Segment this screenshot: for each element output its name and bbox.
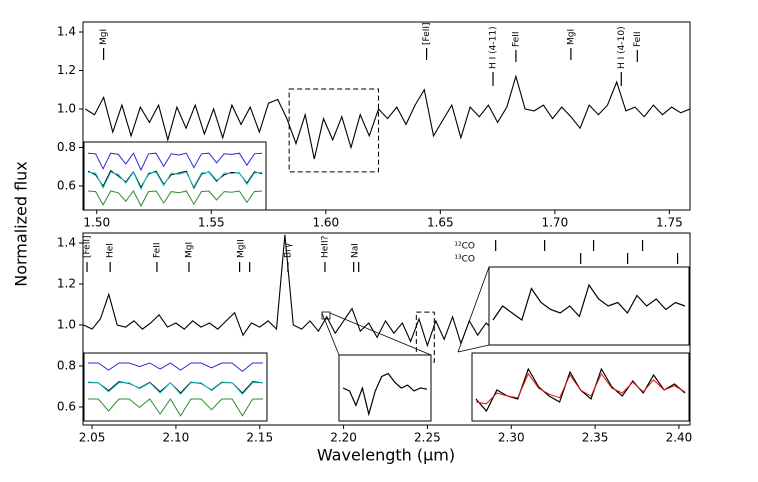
- y-tick-label: 1.0: [57, 318, 76, 332]
- inset-spectrum: [87, 171, 263, 191]
- connector: [457, 344, 490, 353]
- connectors: [321, 266, 490, 362]
- inset-spectrum: [88, 398, 263, 417]
- y-tick-label: 1.0: [57, 101, 76, 115]
- line-label: HeI: [106, 243, 116, 258]
- y-tick-label: 0.8: [57, 358, 76, 372]
- x-tick-label: 1.55: [198, 216, 225, 230]
- line-label: MgI: [184, 242, 194, 258]
- inset-spectrum: [342, 372, 428, 417]
- x-tick-label: 1.60: [312, 216, 339, 230]
- line-label: [FeII]: [422, 22, 432, 45]
- inset-spectrum: [87, 152, 263, 172]
- x-tick-label: 2.15: [246, 431, 273, 445]
- zoom-box: [288, 88, 379, 173]
- y-tick-label: 1.2: [57, 63, 76, 77]
- x-tick-label: 2.10: [163, 431, 190, 445]
- y-tick-label: 0.6: [57, 399, 76, 413]
- inset-spectrum: [492, 283, 686, 321]
- line-label: FeII: [511, 31, 521, 47]
- inset-spectrum: [475, 372, 686, 405]
- inset-spectrum: [87, 190, 263, 208]
- inset-frame: [488, 266, 690, 346]
- line-label: HeII?: [320, 235, 330, 258]
- x-tick-label: 1.75: [656, 216, 683, 230]
- x-tick-label: 2.40: [666, 431, 693, 445]
- y-tick-label: 0.6: [57, 178, 76, 192]
- inset-spectrum: [88, 382, 263, 395]
- x-tick-label: 2.35: [582, 431, 609, 445]
- x-tick-label: 1.65: [427, 216, 454, 230]
- inset-frame: [338, 354, 432, 422]
- inset-frame: [471, 352, 690, 422]
- axes-frame: [82, 232, 691, 426]
- line-label: [FeII]: [83, 235, 93, 258]
- y-tick-label: 1.4: [57, 236, 76, 250]
- connector: [329, 312, 432, 356]
- x-axis-label: Wavelength (μm): [317, 446, 455, 465]
- bandhead-label: ¹³CO: [454, 255, 475, 265]
- x-tick-label: 1.50: [83, 216, 110, 230]
- x-tick-label: 2.20: [330, 431, 357, 445]
- x-tick-label: 2.25: [414, 431, 441, 445]
- y-axis-label: Normalized flux: [12, 161, 31, 287]
- inset-frame: [83, 141, 267, 211]
- bandhead-label: ¹²CO: [454, 242, 475, 252]
- spectrum: [85, 74, 690, 160]
- line-label: MgII: [237, 239, 247, 258]
- axes-frame: [82, 21, 691, 211]
- line-label: Brγ: [283, 242, 293, 258]
- line-label: MgI: [566, 29, 576, 45]
- y-tick-label: 0.8: [57, 140, 76, 154]
- x-tick-label: 2.05: [79, 431, 106, 445]
- y-tick-label: 1.2: [57, 277, 76, 291]
- line-label: H I (4-10): [617, 26, 627, 69]
- line-label: NaI: [351, 243, 361, 258]
- line-label: MgI: [99, 29, 109, 45]
- line-label: FeII: [152, 242, 162, 258]
- line-label: H I (4-11): [489, 26, 499, 69]
- inset-spectrum: [88, 362, 263, 373]
- x-tick-label: 2.30: [498, 431, 525, 445]
- line-label: FeII: [633, 31, 643, 47]
- y-tick-label: 1.4: [57, 25, 76, 39]
- x-tick-label: 1.70: [541, 216, 568, 230]
